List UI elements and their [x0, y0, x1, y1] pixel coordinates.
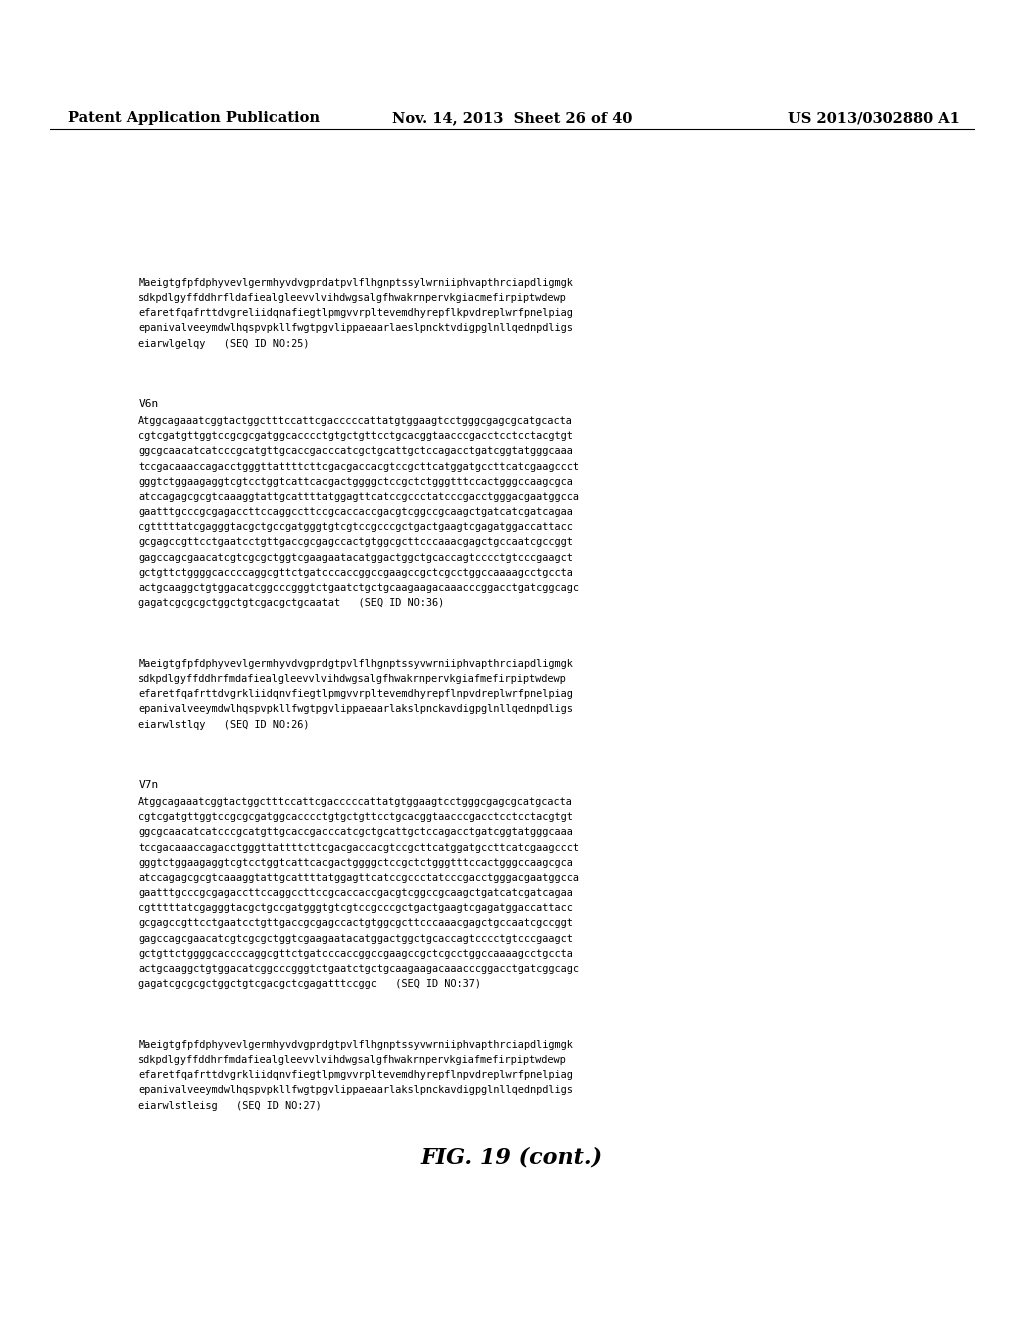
Text: FIG. 19 (cont.): FIG. 19 (cont.): [421, 1146, 603, 1168]
Text: Patent Application Publication: Patent Application Publication: [68, 111, 319, 125]
Text: sdkpdlgyffddhrfldafiealgleevvlvihdwgsalgfhwakrnpervkgiacmefirpiptwdewp: sdkpdlgyffddhrfldafiealgleevvlvihdwgsalg…: [138, 293, 567, 304]
Text: gaatttgcccgcgagaccttccaggccttccgcaccaccgacgtcggccgcaagctgatcatcgatcagaa: gaatttgcccgcgagaccttccaggccttccgcaccaccg…: [138, 507, 573, 517]
Text: ggcgcaacatcatcccgcatgttgcaccgacccatcgctgcattgctccagacctgatcggtatgggcaaa: ggcgcaacatcatcccgcatgttgcaccgacccatcgctg…: [138, 446, 573, 457]
Text: tccgacaaaccagacctgggttattttcttcgacgaccacgtccgcttcatggatgccttcatcgaagccct: tccgacaaaccagacctgggttattttcttcgacgaccac…: [138, 462, 580, 471]
Text: efaretfqafrttdvgreliidqnafiegtlpmgvvrpltevemdhyrepflkpvdreplwrfpnelpiag: efaretfqafrttdvgreliidqnafiegtlpmgvvrplt…: [138, 308, 573, 318]
Text: gagccagcgaacatcgtcgcgctggtcgaagaatacatggactggctgcaccagtcccctgtcccgaagct: gagccagcgaacatcgtcgcgctggtcgaagaatacatgg…: [138, 933, 573, 944]
Text: gcgagccgttcctgaatcctgttgaccgcgagccactgtggcgcttcccaaacgagctgccaatcgccggt: gcgagccgttcctgaatcctgttgaccgcgagccactgtg…: [138, 919, 573, 928]
Text: V7n: V7n: [138, 780, 159, 791]
Text: gaatttgcccgcgagaccttccaggccttccgcaccaccgacgtcggccgcaagctgatcatcgatcagaa: gaatttgcccgcgagaccttccaggccttccgcaccaccg…: [138, 888, 573, 898]
Text: cgtttttatcgagggtacgctgccgatgggtgtcgtccgcccgctgactgaagtcgagatggaccattacc: cgtttttatcgagggtacgctgccgatgggtgtcgtccgc…: [138, 903, 573, 913]
Text: cgtttttatcgagggtacgctgccgatgggtgtcgtccgcccgctgactgaagtcgagatggaccattacc: cgtttttatcgagggtacgctgccgatgggtgtcgtccgc…: [138, 523, 573, 532]
Text: Maeigtgfpfdphyvevlgermhyvdvgprdgtpvlflhgnptssyvwrniiphvapthrciapdligmgk: Maeigtgfpfdphyvevlgermhyvdvgprdgtpvlflhg…: [138, 659, 573, 669]
Text: efaretfqafrttdvgrkliidqnvfiegtlpmgvvrpltevemdhyrepflnpvdreplwrfpnelpiag: efaretfqafrttdvgrkliidqnvfiegtlpmgvvrplt…: [138, 1071, 573, 1080]
Text: gagatcgcgcgctggctgtcgacgctcgagatttccggc   (SEQ ID NO:37): gagatcgcgcgctggctgtcgacgctcgagatttccggc …: [138, 979, 481, 989]
Text: atccagagcgcgtcaaaggtattgcattttatggagttcatccgccctatcccgacctgggacgaatggcca: atccagagcgcgtcaaaggtattgcattttatggagttca…: [138, 873, 580, 883]
Text: epanivalveeymdwlhqspvpkllfwgtpgvlippaeaarlaeslpncktvdigpglnllqednpdligs: epanivalveeymdwlhqspvpkllfwgtpgvlippaeaa…: [138, 323, 573, 334]
Text: epanivalveeymdwlhqspvpkllfwgtpgvlippaeaarlakslpnckavdigpglnllqednpdligs: epanivalveeymdwlhqspvpkllfwgtpgvlippaeaa…: [138, 705, 573, 714]
Text: gggtctggaagaggtcgtcctggtcattcacgactggggctccgctctgggtttccactgggccaagcgca: gggtctggaagaggtcgtcctggtcattcacgactggggc…: [138, 858, 573, 867]
Text: atccagagcgcgtcaaaggtattgcattttatggagttcatccgccctatcccgacctgggacgaatggcca: atccagagcgcgtcaaaggtattgcattttatggagttca…: [138, 492, 580, 502]
Text: sdkpdlgyffddhrfmdafiealgleevvlvihdwgsalgfhwakrnpervkgiafmefirpiptwdewp: sdkpdlgyffddhrfmdafiealgleevvlvihdwgsalg…: [138, 1055, 567, 1065]
Text: epanivalveeymdwlhqspvpkllfwgtpgvlippaeaarlakslpnckavdigpglnllqednpdligs: epanivalveeymdwlhqspvpkllfwgtpgvlippaeaa…: [138, 1085, 573, 1096]
Text: eiarwlstleisg   (SEQ ID NO:27): eiarwlstleisg (SEQ ID NO:27): [138, 1101, 322, 1110]
Text: eiarwlstlqy   (SEQ ID NO:26): eiarwlstlqy (SEQ ID NO:26): [138, 719, 309, 730]
Text: Atggcagaaatcggtactggctttccattcgacccccattatgtggaagtcctgggcgagcgcatgcacta: Atggcagaaatcggtactggctttccattcgacccccatt…: [138, 797, 573, 807]
Text: tccgacaaaccagacctgggttattttcttcgacgaccacgtccgcttcatggatgccttcatcgaagccct: tccgacaaaccagacctgggttattttcttcgacgaccac…: [138, 842, 580, 853]
Text: actgcaaggctgtggacatcggcccgggtctgaatctgctgcaagaagacaaacccggacctgatcggcagc: actgcaaggctgtggacatcggcccgggtctgaatctgct…: [138, 583, 580, 593]
Text: Maeigtgfpfdphyvevlgermhyvdvgprdgtpvlflhgnptssyvwrniiphvapthrciapdligmgk: Maeigtgfpfdphyvevlgermhyvdvgprdgtpvlflhg…: [138, 1040, 573, 1049]
Text: Nov. 14, 2013  Sheet 26 of 40: Nov. 14, 2013 Sheet 26 of 40: [392, 111, 632, 125]
Text: gctgttctggggcaccccaggcgttctgatcccaccggccgaagccgctcgcctggccaaaagcctgccta: gctgttctggggcaccccaggcgttctgatcccaccggcc…: [138, 949, 573, 958]
Text: sdkpdlgyffddhrfmdafiealgleevvlvihdwgsalgfhwakrnpervkgiafmefirpiptwdewp: sdkpdlgyffddhrfmdafiealgleevvlvihdwgsalg…: [138, 675, 567, 684]
Text: eiarwlgelqy   (SEQ ID NO:25): eiarwlgelqy (SEQ ID NO:25): [138, 338, 309, 348]
Text: gggtctggaagaggtcgtcctggtcattcacgactggggctccgctctgggtttccactgggccaagcgca: gggtctggaagaggtcgtcctggtcattcacgactggggc…: [138, 477, 573, 487]
Text: cgtcgatgttggtccgcgcgatggcacccctgtgctgttcctgcacggtaacccgacctcctcctacgtgt: cgtcgatgttggtccgcgcgatggcacccctgtgctgttc…: [138, 812, 573, 822]
Text: US 2013/0302880 A1: US 2013/0302880 A1: [788, 111, 961, 125]
Text: actgcaaggctgtggacatcggcccgggtctgaatctgctgcaagaagacaaacccggacctgatcggcagc: actgcaaggctgtggacatcggcccgggtctgaatctgct…: [138, 964, 580, 974]
Text: Atggcagaaatcggtactggctttccattcgacccccattatgtggaagtcctgggcgagcgcatgcacta: Atggcagaaatcggtactggctttccattcgacccccatt…: [138, 416, 573, 426]
Text: V6n: V6n: [138, 399, 159, 409]
Text: efaretfqafrttdvgrkliidqnvfiegtlpmgvvrpltevemdhyrepflnpvdreplwrfpnelpiag: efaretfqafrttdvgrkliidqnvfiegtlpmgvvrplt…: [138, 689, 573, 700]
Text: gctgttctggggcaccccaggcgttctgatcccaccggccgaagccgctcgcctggccaaaagcctgccta: gctgttctggggcaccccaggcgttctgatcccaccggcc…: [138, 568, 573, 578]
Text: cgtcgatgttggtccgcgcgatggcacccctgtgctgttcctgcacggtaacccgacctcctcctacgtgt: cgtcgatgttggtccgcgcgatggcacccctgtgctgttc…: [138, 432, 573, 441]
Text: gagccagcgaacatcgtcgcgctggtcgaagaatacatggactggctgcaccagtcccctgtcccgaagct: gagccagcgaacatcgtcgcgctggtcgaagaatacatgg…: [138, 553, 573, 562]
Text: gagatcgcgcgctggctgtcgacgctgcaatat   (SEQ ID NO:36): gagatcgcgcgctggctgtcgacgctgcaatat (SEQ I…: [138, 598, 444, 609]
Text: ggcgcaacatcatcccgcatgttgcaccgacccatcgctgcattgctccagacctgatcggtatgggcaaa: ggcgcaacatcatcccgcatgttgcaccgacccatcgctg…: [138, 828, 573, 837]
Text: Maeigtgfpfdphyvevlgermhyvdvgprdatpvlflhgnptssylwrniiphvapthrciapdligmgk: Maeigtgfpfdphyvevlgermhyvdvgprdatpvlflhg…: [138, 277, 573, 288]
Text: gcgagccgttcctgaatcctgttgaccgcgagccactgtggcgcttcccaaacgagctgccaatcgccggt: gcgagccgttcctgaatcctgttgaccgcgagccactgtg…: [138, 537, 573, 548]
